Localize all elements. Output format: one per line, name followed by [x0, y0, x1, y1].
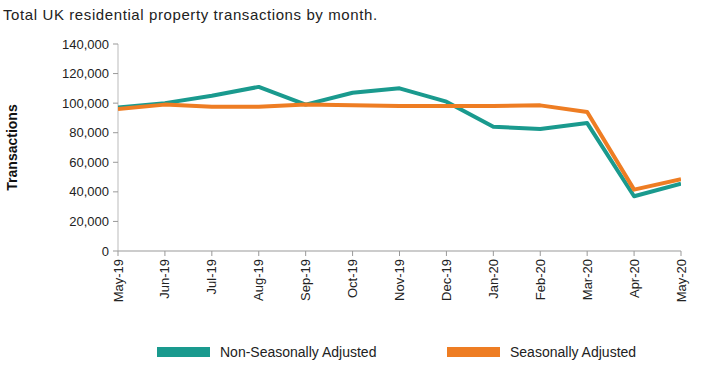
x-tick-label: Oct-19: [345, 259, 360, 298]
x-tick: [164, 251, 165, 256]
legend-swatch: [447, 347, 500, 357]
y-tick-label: 100,000: [62, 96, 109, 111]
x-tick: [446, 251, 447, 256]
legend-swatch: [157, 347, 210, 357]
x-tick: [352, 251, 353, 256]
x-tick-label: Aug-19: [251, 259, 266, 301]
x-tick: [211, 251, 212, 256]
y-tick-label: 40,000: [69, 184, 109, 199]
chart-title: Total UK residential property transactio…: [3, 6, 378, 23]
y-tick: [113, 132, 118, 133]
y-tick: [113, 191, 118, 192]
chart-svg: Total UK residential property transactio…: [0, 0, 704, 386]
x-tick: [258, 251, 259, 256]
y-tick: [113, 44, 118, 45]
y-tick-label: 20,000: [69, 214, 109, 229]
x-tick: [681, 251, 682, 256]
series-line: [118, 87, 681, 196]
x-tick: [118, 251, 119, 256]
legend-label: Seasonally Adjusted: [510, 344, 636, 360]
y-axis-line: [118, 44, 119, 251]
y-axis-label: Transactions: [4, 104, 20, 191]
chart-container: Total UK residential property transactio…: [0, 0, 704, 386]
x-tick: [493, 251, 494, 256]
x-tick-label: Mar-20: [580, 259, 595, 300]
x-tick-label: May-19: [111, 259, 126, 302]
x-tick-label: Jul-19: [204, 259, 219, 294]
x-tick-label: May-20: [674, 259, 689, 302]
y-tick: [113, 251, 118, 252]
y-tick: [113, 221, 118, 222]
y-tick-label: 80,000: [69, 125, 109, 140]
y-tick: [113, 103, 118, 104]
x-tick-label: Sep-19: [298, 259, 313, 301]
x-tick: [399, 251, 400, 256]
x-tick: [634, 251, 635, 256]
series-line: [118, 105, 681, 190]
x-tick-label: Jun-19: [157, 259, 172, 299]
x-tick: [587, 251, 588, 256]
x-tick: [540, 251, 541, 256]
x-tick-label: Dec-19: [439, 259, 454, 301]
x-tick-label: Apr-20: [627, 259, 642, 298]
plot-area: [118, 87, 681, 196]
x-tick: [305, 251, 306, 256]
x-tick-label: Jan-20: [486, 259, 501, 299]
y-tick-label: 0: [102, 244, 109, 259]
y-tick-label: 140,000: [62, 37, 109, 52]
x-tick-label: Feb-20: [533, 259, 548, 300]
x-tick-label: Nov-19: [392, 259, 407, 301]
y-tick: [113, 73, 118, 74]
legend-label: Non-Seasonally Adjusted: [220, 344, 376, 360]
y-tick-label: 60,000: [69, 155, 109, 170]
y-tick-label: 120,000: [62, 66, 109, 81]
y-tick: [113, 162, 118, 163]
